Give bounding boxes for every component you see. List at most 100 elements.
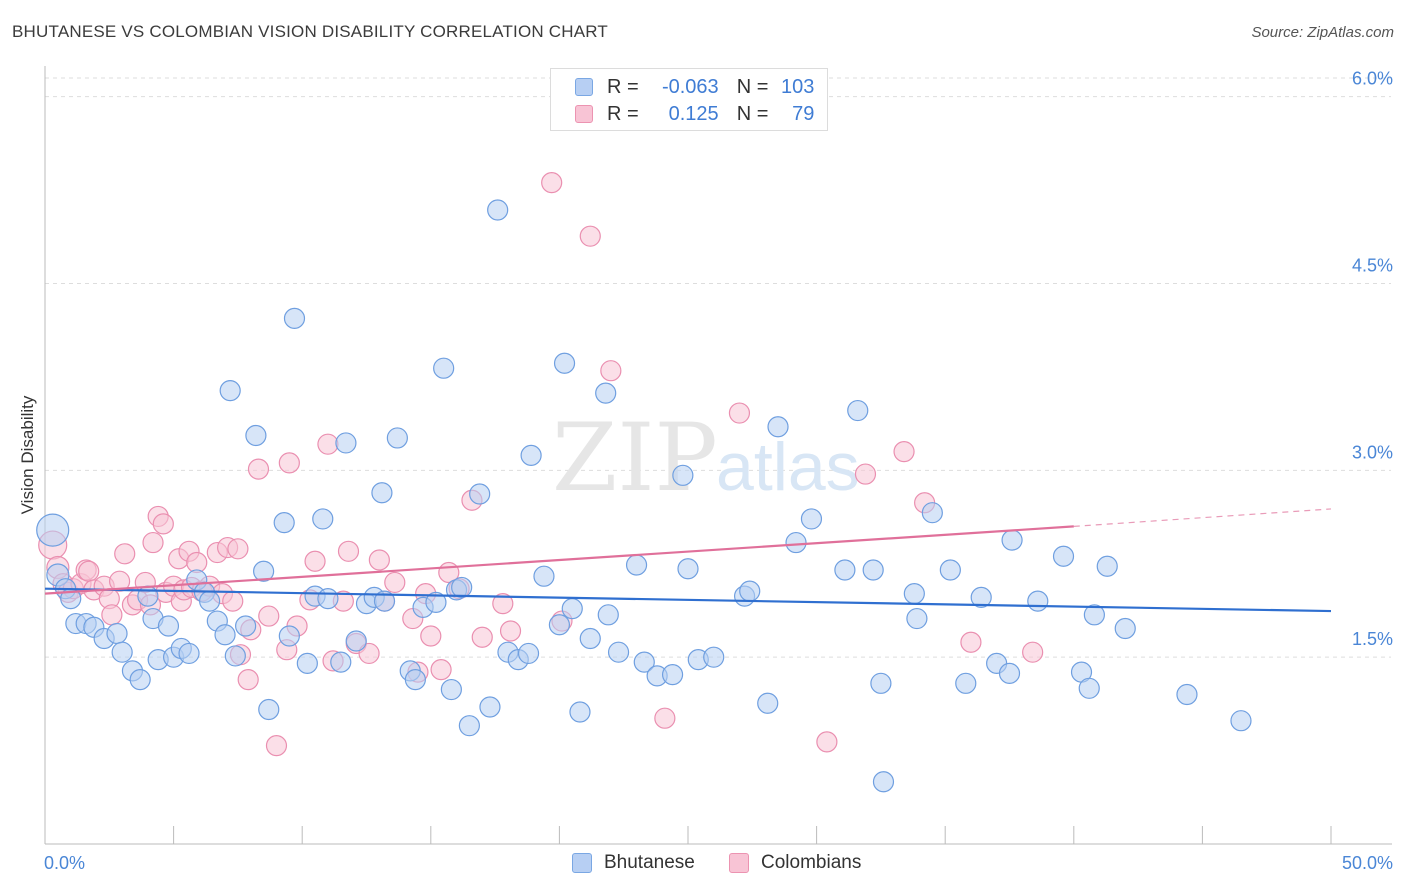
bhutanese-point xyxy=(253,560,275,582)
bhutanese-point xyxy=(245,424,267,447)
bhutanese-point xyxy=(111,641,133,663)
correlation-legend: R = -0.063 N = 103 R = 0.125 N = 79 xyxy=(550,68,828,131)
colombians-points xyxy=(38,172,1044,757)
bhutanese-point xyxy=(199,590,221,612)
colombians-point xyxy=(654,707,676,729)
chart-title: BHUTANESE VS COLOMBIAN VISION DISABILITY… xyxy=(12,22,609,41)
y-tick-label: 4.5% xyxy=(1352,256,1393,276)
legend-label-bhutanese: Bhutanese xyxy=(604,852,695,873)
trend-lines xyxy=(44,508,1332,613)
bhutanese-point xyxy=(224,645,246,667)
bhutanese-point xyxy=(607,641,630,663)
bhutanese-point xyxy=(258,698,280,721)
colombians-point xyxy=(317,433,339,455)
x-tick-label-max: 50.0% xyxy=(1342,853,1393,873)
bhutanese-point xyxy=(553,352,576,374)
colombians-point xyxy=(101,604,123,626)
colombians-point xyxy=(893,441,915,463)
series-legend: Bhutanese Colombians xyxy=(0,852,1406,878)
bhutanese-point xyxy=(440,678,462,701)
bhutanese-point xyxy=(998,662,1021,684)
colombians-point xyxy=(420,625,442,647)
colombians-point xyxy=(304,550,326,572)
bhutanese-point xyxy=(870,672,892,694)
bhutanese-point xyxy=(939,559,961,581)
bhutanese-point xyxy=(633,651,655,673)
bhutanese-point xyxy=(404,668,426,691)
bhutanese-point xyxy=(533,565,555,587)
bhutanese-point xyxy=(1096,555,1118,577)
colombians-point xyxy=(358,642,380,665)
n-label: N = xyxy=(736,102,769,125)
bhutanese-point xyxy=(677,558,699,580)
n-value-bhutanese: 103 xyxy=(781,75,815,98)
r-label: R = xyxy=(607,75,639,98)
legend-item-bhutanese[interactable]: Bhutanese xyxy=(572,852,695,874)
bhutanese-point xyxy=(757,692,779,714)
bhutanese-point xyxy=(661,664,684,686)
bhutanese-point xyxy=(970,586,992,608)
bhutanese-point xyxy=(214,624,236,646)
bhutanese-point xyxy=(703,646,725,668)
bhutanese-point xyxy=(548,614,571,636)
y-tick-label: 3.0% xyxy=(1352,442,1393,462)
axes xyxy=(44,66,1392,845)
bhutanese-point xyxy=(317,588,339,610)
blue-swatch xyxy=(572,853,592,873)
colombians-point xyxy=(247,458,270,480)
n-value-colombians: 79 xyxy=(792,102,815,125)
bhutanese-point xyxy=(561,597,583,620)
bhutanese-point xyxy=(569,701,591,723)
bhutanese-point xyxy=(800,508,823,530)
bhutanese-point xyxy=(273,512,295,534)
colombians-point xyxy=(368,549,390,571)
bhutanese-point xyxy=(433,357,455,379)
colombians-point xyxy=(78,560,100,582)
x-tick-label-min: 0.0% xyxy=(44,853,85,873)
bhutanese-point xyxy=(425,591,447,613)
bhutanese-point xyxy=(371,482,393,504)
r-value-colombians: 0.125 xyxy=(668,102,719,125)
bhutanese-point xyxy=(1052,545,1075,567)
bhutanese-point xyxy=(106,622,128,645)
bhutanese-point xyxy=(520,444,542,466)
bhutanese-point xyxy=(955,672,977,694)
bhutanese-point xyxy=(157,615,180,637)
legend-item-colombians[interactable]: Colombians xyxy=(729,852,861,874)
y-tick-label: 1.5% xyxy=(1352,629,1393,649)
bhutanese-point xyxy=(1083,604,1105,626)
colombians-point xyxy=(492,593,514,615)
bhutanese-point xyxy=(373,590,396,612)
bhutanese-point xyxy=(767,416,789,438)
colombians-point xyxy=(108,570,131,592)
bhutanese-point xyxy=(458,715,480,737)
colombians-trend-extension xyxy=(1073,508,1332,527)
colombians-point xyxy=(114,543,136,565)
colombians-point xyxy=(430,659,452,681)
bhutanese-point xyxy=(345,630,367,652)
bhutanese-point xyxy=(335,432,357,454)
colombians-point xyxy=(278,452,300,474)
y-axis-title: Vision Disability xyxy=(18,395,37,514)
colombians-point xyxy=(499,620,522,642)
colombians-point xyxy=(471,626,493,648)
bhutanese-point xyxy=(1230,710,1252,732)
bhutanese-point xyxy=(137,585,159,607)
colombians-point xyxy=(152,513,174,535)
bhutanese-point xyxy=(872,771,895,793)
bhutanese-point xyxy=(1078,677,1100,699)
bhutanese-point xyxy=(579,627,601,650)
bhutanese-point xyxy=(625,554,648,576)
bhutanese-point xyxy=(672,464,694,486)
colombians-point xyxy=(227,538,249,560)
bhutanese-points xyxy=(36,199,1252,793)
bhutanese-point xyxy=(129,668,151,691)
bhutanese-point xyxy=(903,583,925,605)
bhutanese-point xyxy=(834,559,856,581)
bhutanese-point xyxy=(451,576,473,599)
y-tick-label: 6.0% xyxy=(1352,69,1393,89)
pink-swatch xyxy=(729,853,749,873)
bhutanese-point xyxy=(469,483,491,505)
bhutanese-point xyxy=(278,625,300,647)
source-label: Source: ZipAtlas.com xyxy=(1251,24,1394,41)
